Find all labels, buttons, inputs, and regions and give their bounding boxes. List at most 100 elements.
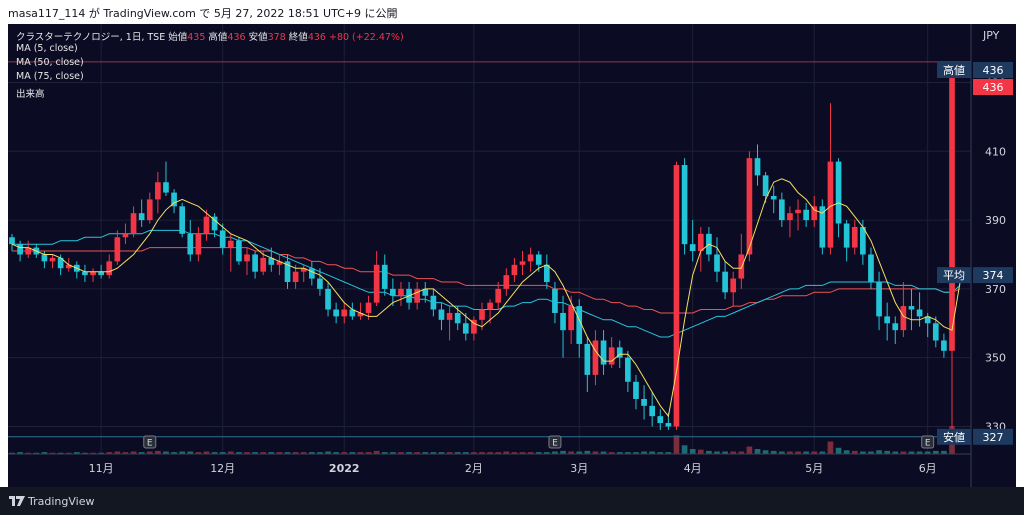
earnings-marker: [143, 435, 157, 449]
volume-bar: [422, 452, 429, 454]
volume-bar: [203, 451, 210, 454]
volume-bar: [843, 450, 850, 454]
candle-body: [827, 161, 834, 248]
volume-bar: [503, 451, 510, 454]
earnings-marker: [921, 435, 935, 449]
volume-bar: [195, 452, 202, 454]
candle-body: [219, 230, 226, 248]
candle-body: [195, 233, 202, 255]
footer-brand: TradingView: [28, 495, 95, 508]
volume-bar: [227, 451, 234, 454]
last-price-label-bg: [973, 79, 1013, 95]
price-axis-bg: [971, 24, 1016, 487]
high-price-label-bg: [973, 62, 1013, 78]
candle-body: [155, 182, 161, 200]
legend-ma50[interactable]: MA (50, close): [16, 57, 84, 68]
candle-body: [454, 312, 461, 324]
chart-svg[interactable]: 11月12月20222月3月4月5月6月EEE33035037039041043…: [8, 24, 1016, 487]
candle-body: [300, 268, 307, 272]
volume-bar: [584, 450, 591, 454]
avg-price-label: 374: [983, 269, 1004, 282]
legend-ma5[interactable]: MA (5, close): [16, 43, 78, 54]
candle-body: [357, 312, 364, 317]
volume-bar: [932, 450, 939, 454]
candle-body: [49, 257, 56, 262]
volume-bar: [73, 452, 80, 454]
candle-body: [284, 261, 291, 282]
volume-bar: [187, 451, 194, 454]
candle-body: [503, 275, 510, 289]
publish-line: masa117_114 が TradingView.com で 5月 27, 2…: [8, 7, 398, 20]
volume-bar: [487, 452, 493, 454]
candle-body: [479, 309, 485, 320]
volume-bar: [868, 451, 874, 454]
volume-bar: [390, 452, 396, 454]
candle-body: [803, 209, 809, 221]
volume-bar: [860, 451, 866, 454]
candle-body: [414, 288, 421, 303]
volume-bar: [649, 451, 656, 454]
volume-bar: [616, 452, 623, 454]
candle-body: [122, 233, 129, 238]
candle-body: [543, 264, 550, 282]
low-price-label-bg: [973, 428, 1013, 445]
y-tick-label: 410: [985, 145, 1006, 158]
volume-bar: [560, 450, 566, 454]
ma5-line: [11, 178, 961, 418]
volume-bar: [552, 451, 558, 454]
x-tick-label: 5月: [805, 462, 823, 475]
volume-bar: [543, 452, 550, 454]
volume-bar: [260, 452, 267, 454]
volume-bar: [373, 450, 380, 454]
legend-volume[interactable]: 出来高: [16, 89, 45, 100]
legend-symbol: クラスターテクノロジー, 1日, TSE: [16, 32, 166, 43]
candle-body: [227, 240, 234, 248]
volume-bar: [681, 445, 688, 454]
x-tick-label: 6月: [919, 462, 937, 475]
candle-body: [900, 306, 907, 331]
legend-close-label: 終値: [288, 32, 308, 43]
candle-body: [714, 254, 720, 272]
volume-bar: [438, 452, 445, 454]
earnings-marker: [548, 435, 562, 449]
candle-body: [576, 306, 583, 344]
volume-bar: [527, 452, 534, 454]
candle-body: [949, 61, 955, 351]
volume-bar: [406, 452, 412, 454]
candle-body: [738, 254, 745, 279]
volume-bar: [163, 451, 169, 454]
candle-body: [163, 182, 169, 193]
high-name-label: 高値: [943, 63, 965, 77]
candle-body: [398, 288, 404, 296]
candle-body: [381, 264, 388, 289]
candle-body: [681, 165, 688, 245]
candle-body: [892, 323, 899, 331]
volume-bar: [511, 452, 518, 454]
volume-bar: [317, 452, 323, 454]
volume-bar: [454, 452, 461, 454]
legend-ma75[interactable]: MA (75, close): [16, 71, 84, 82]
volume-bar: [892, 451, 899, 454]
volume-bar: [827, 441, 834, 454]
candle-body: [90, 271, 96, 276]
candle-body: [179, 206, 186, 234]
volume-bar: [462, 452, 469, 454]
currency-label[interactable]: JPY: [983, 29, 1000, 42]
high-price-label: 436: [983, 64, 1004, 77]
volume-bar: [179, 451, 186, 454]
volume-bar: [155, 450, 161, 454]
chart-frame[interactable]: 11月12月20222月3月4月5月6月EEE33035037039041043…: [8, 24, 1016, 487]
volume-bar: [414, 452, 421, 454]
candle-body: [633, 381, 639, 399]
candle-body: [106, 261, 113, 276]
legend-low-label: 安値: [248, 32, 268, 43]
candle-body: [592, 340, 599, 375]
candle-body: [657, 416, 664, 424]
volume-bar: [835, 447, 842, 454]
volume-bar: [916, 451, 923, 454]
candle-body: [608, 347, 615, 365]
volume-bar: [900, 451, 907, 454]
legend-symbol-line: クラスターテクノロジー, 1日, TSE 始値435 高値436 安値378 終…: [16, 29, 404, 43]
volume-bar: [130, 451, 137, 454]
candle-body: [471, 319, 477, 334]
